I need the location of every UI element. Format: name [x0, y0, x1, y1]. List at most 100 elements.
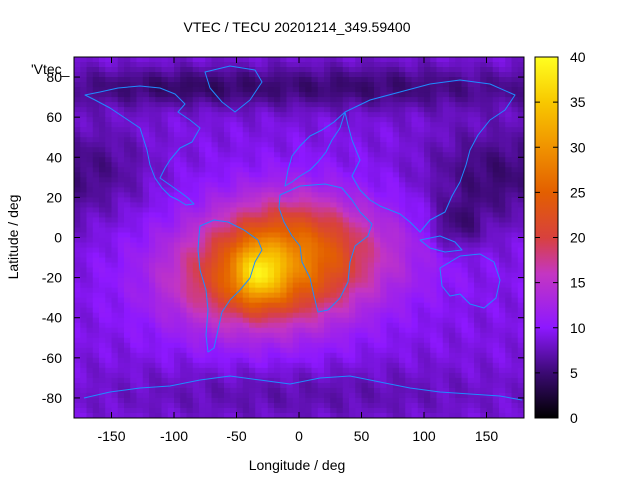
heatmap-cell [274, 397, 281, 404]
heatmap-cell [386, 72, 394, 78]
heatmap-cell [136, 192, 144, 198]
heatmap-cell [124, 142, 131, 148]
heatmap-cell [274, 317, 281, 324]
heatmap-cell [261, 212, 269, 219]
heatmap-cell [211, 332, 219, 339]
heatmap-cell [80, 177, 88, 183]
heatmap-cell [374, 67, 381, 73]
heatmap-cell [142, 347, 150, 354]
heatmap-cell [230, 312, 238, 319]
heatmap-cell [499, 377, 506, 384]
heatmap-cell [374, 217, 381, 224]
heatmap-cell [405, 137, 413, 143]
heatmap-cell [117, 212, 125, 219]
heatmap-cell [292, 137, 300, 143]
heatmap-cell [180, 352, 188, 359]
heatmap-cell [405, 157, 413, 163]
heatmap-cell [242, 392, 250, 399]
heatmap-cell [199, 122, 206, 128]
heatmap-cell [349, 367, 356, 374]
heatmap-cell [455, 357, 463, 364]
heatmap-cell [336, 327, 344, 334]
heatmap-cell [167, 342, 175, 349]
heatmap-cell [111, 87, 119, 93]
heatmap-cell [517, 267, 524, 274]
heatmap-cell [405, 107, 413, 113]
heatmap-cell [274, 212, 281, 219]
heatmap-cell [242, 172, 250, 178]
heatmap-cell [467, 122, 475, 128]
heatmap-cell [267, 277, 275, 284]
heatmap-cell [455, 92, 463, 98]
heatmap-cell [261, 262, 269, 269]
heatmap-cell [299, 117, 306, 123]
heatmap-cell [92, 322, 100, 329]
heatmap-cell [399, 252, 406, 259]
heatmap-cell [74, 177, 81, 183]
heatmap-cell [224, 212, 231, 219]
heatmap-cell [499, 137, 506, 143]
heatmap-cell [236, 277, 244, 284]
heatmap-cell [474, 127, 481, 133]
heatmap-cell [474, 242, 481, 249]
heatmap-cell [336, 392, 344, 399]
heatmap-cell [442, 352, 450, 359]
heatmap-cell [374, 282, 381, 289]
heatmap-cell [461, 327, 469, 334]
heatmap-cell [374, 77, 381, 83]
heatmap-cell [324, 167, 331, 173]
heatmap-cell [317, 337, 325, 344]
heatmap-cell [92, 292, 100, 299]
heatmap-cell [349, 232, 356, 239]
heatmap-cell [480, 72, 488, 78]
heatmap-cell [499, 107, 506, 113]
heatmap-cell [230, 357, 238, 364]
heatmap-cell [286, 122, 294, 128]
heatmap-cell [505, 242, 513, 249]
heatmap-cell [486, 252, 494, 259]
heatmap-cell [449, 77, 456, 83]
heatmap-cell [186, 177, 194, 183]
heatmap-cell [449, 322, 456, 329]
heatmap-cell [174, 117, 181, 123]
heatmap-cell [342, 272, 350, 279]
heatmap-cell [342, 247, 350, 254]
heatmap-cell [174, 372, 181, 379]
heatmap-cell [374, 312, 381, 319]
heatmap-cell [380, 372, 388, 379]
heatmap-cell [92, 387, 100, 394]
heatmap-cell [367, 257, 375, 264]
heatmap-cell [92, 262, 100, 269]
heatmap-cell [374, 367, 381, 374]
heatmap-cell [136, 217, 144, 224]
heatmap-cell [167, 302, 175, 309]
heatmap-cell [111, 72, 119, 78]
heatmap-cell [230, 142, 238, 148]
heatmap-cell [492, 112, 500, 118]
heatmap-cell [124, 277, 131, 284]
heatmap-cell [274, 382, 281, 389]
heatmap-cell [492, 102, 500, 108]
heatmap-cell [80, 392, 88, 399]
heatmap-cell [211, 147, 219, 153]
heatmap-cell [499, 212, 506, 219]
heatmap-cell [499, 112, 506, 118]
heatmap-cell [117, 267, 125, 274]
heatmap-cell [180, 167, 188, 173]
heatmap-cell [255, 92, 263, 98]
heatmap-cell [492, 227, 500, 234]
heatmap-cell [467, 202, 475, 209]
heatmap-cell [411, 312, 419, 319]
heatmap-cell [167, 112, 175, 118]
heatmap-cell [192, 402, 200, 409]
heatmap-cell [174, 217, 181, 224]
heatmap-cell [361, 297, 369, 304]
heatmap-cell [167, 187, 175, 193]
heatmap-cell [430, 172, 438, 178]
heatmap-cell [355, 242, 363, 249]
heatmap-cell [242, 377, 250, 384]
heatmap-cell [180, 132, 188, 138]
heatmap-cell [386, 392, 394, 399]
heatmap-cell [430, 92, 438, 98]
heatmap-cell [292, 77, 300, 83]
